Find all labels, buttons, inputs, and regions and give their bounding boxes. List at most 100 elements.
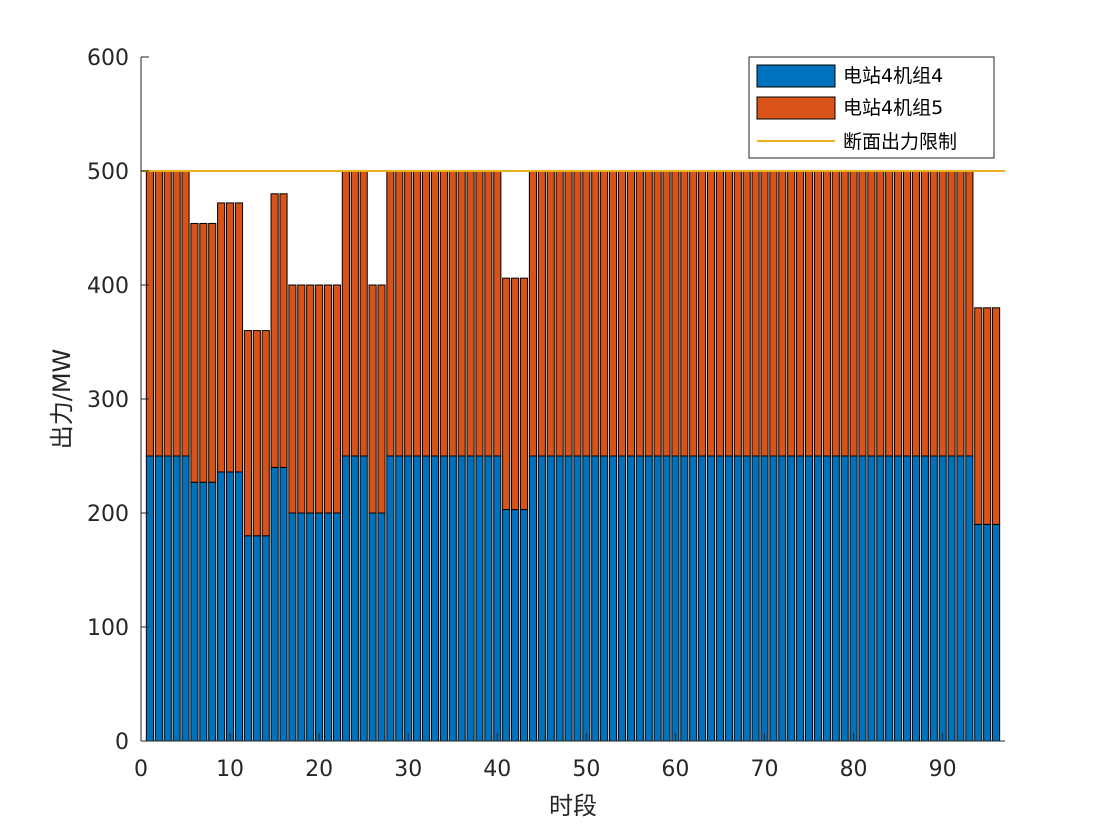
bar-segment-unit5: [796, 170, 805, 457]
bar-segment-unit5: [698, 170, 707, 457]
bar-segment-unit5: [653, 170, 662, 457]
bar-segment-unit4: [876, 455, 885, 742]
bar-segment-unit5: [626, 170, 635, 457]
bar-segment-unit5: [315, 284, 324, 514]
bar-segment-unit4: [902, 455, 912, 742]
bar-segment-unit5: [947, 170, 956, 457]
bar-segment-unit4: [502, 509, 511, 742]
bar-segment-unit5: [609, 170, 618, 457]
bar-segment-unit5: [217, 202, 226, 473]
bar-segment-unit4: [368, 512, 377, 742]
bar-segment-unit4: [475, 455, 484, 742]
bar-segment-unit4: [733, 455, 742, 742]
bar-segment-unit4: [421, 455, 431, 742]
bar-segment-unit5: [974, 307, 983, 525]
bar-segment-unit4: [217, 471, 226, 742]
bar-segment-unit5: [519, 277, 529, 511]
bar-segment-unit5: [234, 202, 244, 473]
bar-segment-unit5: [226, 202, 235, 473]
bar-segment-unit5: [413, 170, 422, 457]
bar-segment-unit5: [920, 170, 929, 457]
bar-segment-unit4: [671, 455, 680, 742]
bar-segment-unit4: [297, 512, 306, 742]
y-tick-label: 100: [87, 616, 129, 641]
bar-segment-unit4: [662, 455, 671, 742]
bar-segment-unit5: [742, 170, 751, 457]
bar-segment-unit4: [742, 455, 751, 742]
bar-segment-unit4: [199, 481, 208, 742]
bar-segment-unit4: [920, 455, 929, 742]
bar-segment-unit4: [154, 455, 163, 742]
bar-segment-unit4: [938, 455, 947, 742]
bar-segment-unit4: [413, 455, 422, 742]
bar-segment-unit5: [475, 170, 484, 457]
bar-segment-unit5: [671, 170, 680, 457]
bar-segment-unit4: [404, 455, 413, 742]
bar-segment-unit5: [876, 170, 885, 457]
bar-segment-unit5: [484, 170, 493, 457]
bar-segment-unit5: [528, 170, 537, 457]
x-tick-label: 30: [394, 757, 422, 782]
bar-segment-unit5: [992, 307, 1001, 525]
bar-segment-unit5: [546, 170, 555, 457]
bar-segment-unit4: [609, 455, 618, 742]
bar-segment-unit4: [519, 509, 529, 742]
y-tick-label: 600: [87, 46, 129, 71]
bar-segment-unit5: [929, 170, 938, 457]
bar-segment-unit5: [448, 170, 457, 457]
bar-segment-unit5: [350, 170, 359, 457]
bar-segment-unit5: [600, 170, 609, 457]
bar-segment-unit4: [448, 455, 457, 742]
bar-segment-unit5: [635, 170, 644, 457]
bar-segment-unit4: [840, 455, 849, 742]
x-tick-label: 80: [840, 757, 868, 782]
bar-segment-unit5: [707, 170, 716, 457]
bar-segment-unit4: [537, 455, 546, 742]
bar-segment-unit5: [867, 170, 876, 457]
bar-segment-unit4: [751, 455, 760, 742]
bar-segment-unit5: [332, 284, 342, 514]
bar-segment-unit5: [938, 170, 947, 457]
y-tick-label: 300: [87, 388, 129, 413]
bar-segment-unit4: [377, 512, 386, 742]
bar-segment-unit4: [288, 512, 297, 742]
bar-segment-unit5: [902, 170, 912, 457]
bar-segment-unit5: [368, 284, 377, 514]
bar-segment-unit4: [573, 455, 582, 742]
bar-segment-unit4: [796, 455, 805, 742]
bar-segment-unit4: [778, 455, 787, 742]
bar-segment-unit4: [546, 455, 555, 742]
bar-segment-unit4: [804, 455, 814, 742]
x-tick-label: 10: [216, 757, 244, 782]
bar-segment-unit5: [804, 170, 814, 457]
bar-segment-unit5: [813, 170, 823, 457]
bar-segment-unit4: [582, 455, 591, 742]
bar-segment-unit4: [698, 455, 707, 742]
bar-segment-unit4: [234, 471, 244, 742]
bar-segment-unit5: [199, 222, 208, 483]
y-tick-label: 500: [87, 160, 129, 185]
legend: 电站4机组4 电站4机组5 断面出力限制: [748, 56, 995, 159]
bar-segment-unit5: [181, 170, 190, 457]
legend-label-unit5: 电站4机组5: [843, 97, 943, 119]
legend-label-limit: 断面出力限制: [843, 131, 957, 153]
x-tick-label: 20: [305, 757, 333, 782]
bar-segment-unit4: [145, 455, 154, 742]
bar-segment-unit5: [430, 170, 440, 457]
bar-segment-unit4: [350, 455, 359, 742]
legend-swatch-unit5: [756, 96, 836, 120]
bar-segment-unit5: [279, 193, 288, 468]
bar-segment-unit4: [484, 455, 493, 742]
bar-segment-unit5: [787, 170, 796, 457]
bar-segment-unit5: [208, 222, 217, 483]
bar-segment-unit5: [760, 170, 769, 457]
bar-segment-unit4: [261, 535, 270, 742]
bar-segment-unit4: [707, 455, 716, 742]
bar-segment-unit4: [395, 455, 404, 742]
bar-segment-unit5: [724, 170, 733, 457]
bar-segment-unit5: [894, 170, 903, 457]
bar-segment-unit4: [894, 455, 903, 742]
bar-segment-unit5: [858, 170, 867, 457]
bar-segment-unit5: [341, 170, 350, 457]
